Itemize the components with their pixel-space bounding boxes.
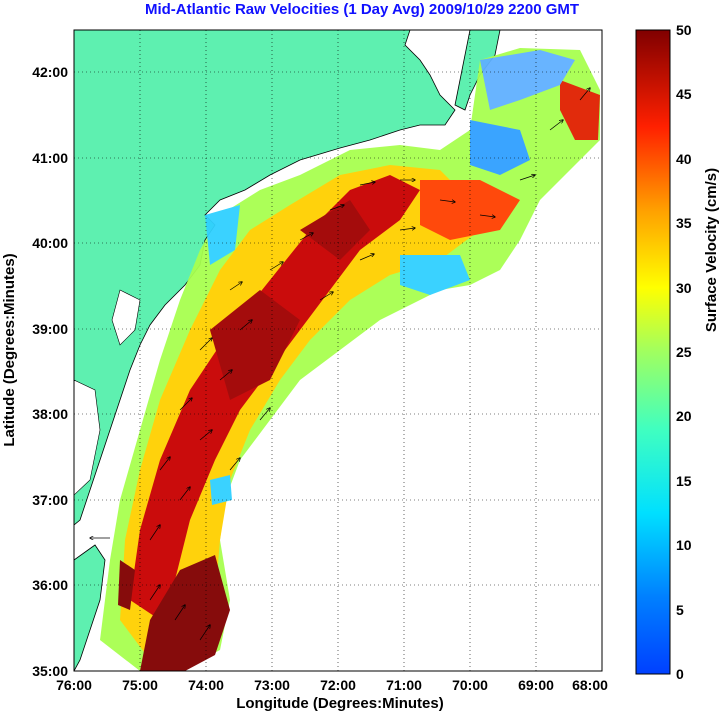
plot-area	[74, 30, 602, 671]
y-tick-label: 38:00	[32, 406, 68, 422]
colorbar-tick-label: 5	[676, 602, 684, 618]
y-axis-label: Latitude (Degrees:Minutes)	[1, 253, 18, 446]
y-tick-label: 39:00	[32, 321, 68, 337]
x-tick-label: 68:00	[572, 677, 608, 693]
velocity-vectors	[90, 88, 590, 641]
colorbar-tick-label: 25	[676, 344, 692, 360]
x-tick-label: 70:00	[452, 677, 488, 693]
colorbar: 50 45 40 35 30 25 20 15 10 5 0 Surface V…	[635, 22, 720, 682]
velocity-field	[100, 48, 600, 671]
colorbar-tick-label: 50	[676, 22, 692, 38]
x-axis: 76:00 75:00 74:00 73:00 72:00 71:00 70:0…	[56, 677, 608, 693]
colorbar-tick-label: 35	[676, 215, 692, 231]
colorbar-tick-label: 30	[676, 280, 692, 296]
land-mass	[74, 30, 456, 526]
x-tick-label: 72:00	[320, 677, 356, 693]
colorbar-tick-label: 20	[676, 408, 692, 424]
map-title: Mid-Atlantic Raw Velocities (1 Day Avg) …	[145, 1, 579, 18]
y-axis: 42:00 41:00 40:00 39:00 38:00 37:00 36:0…	[32, 64, 68, 679]
plot-frame	[73, 29, 603, 672]
colorbar-tick-label: 40	[676, 151, 692, 167]
y-tick-label: 40:00	[32, 235, 68, 251]
y-tick-label: 37:00	[32, 492, 68, 508]
colorbar-tick-label: 0	[676, 666, 684, 682]
x-tick-label: 74:00	[188, 677, 224, 693]
y-tick-label: 35:00	[32, 663, 68, 679]
y-tick-label: 41:00	[32, 150, 68, 166]
x-tick-label: 71:00	[386, 677, 422, 693]
y-tick-label: 36:00	[32, 577, 68, 593]
y-tick-label: 42:00	[32, 64, 68, 80]
colorbar-tick-label: 15	[676, 473, 692, 489]
x-tick-label: 69:00	[518, 677, 554, 693]
grid-lines	[74, 30, 602, 671]
nc-coast-land	[74, 544, 106, 671]
x-axis-label: Longitude (Degrees:Minutes)	[236, 695, 444, 712]
colorbar-label: Surface Velocity (cm/s)	[703, 168, 720, 332]
colorbar-tick-label: 10	[676, 537, 692, 553]
chesapeake-bay	[74, 379, 101, 496]
x-tick-label: 76:00	[56, 677, 92, 693]
colorbar-tick-label: 45	[676, 86, 692, 102]
x-tick-label: 75:00	[122, 677, 158, 693]
delaware-bay	[111, 289, 141, 346]
x-tick-label: 73:00	[254, 677, 290, 693]
colorbar-gradient	[635, 29, 671, 675]
